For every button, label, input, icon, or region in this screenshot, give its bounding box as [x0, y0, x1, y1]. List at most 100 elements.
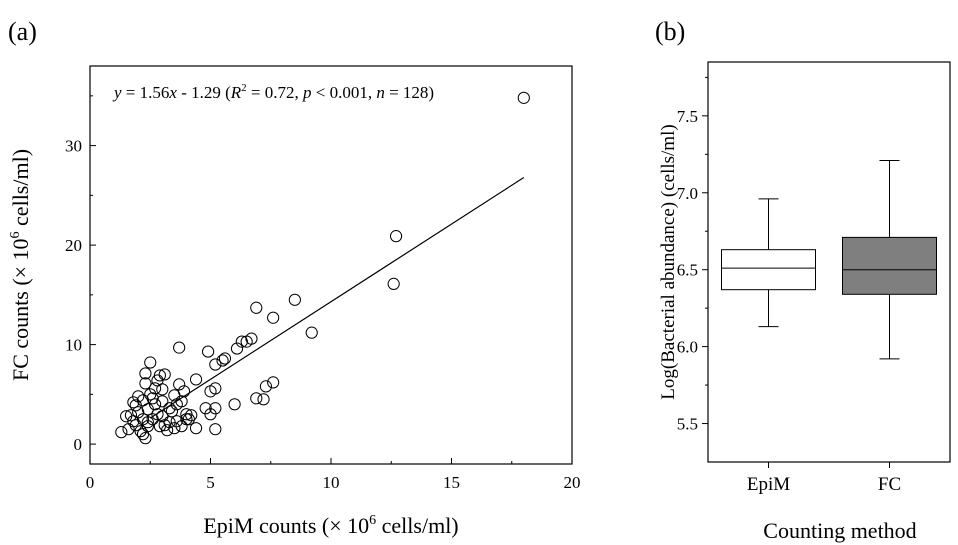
scatter-point [267, 376, 280, 389]
scatter-point [168, 422, 181, 435]
scatter-point [305, 326, 318, 339]
scatter-point [185, 409, 198, 422]
scatter-point [170, 415, 183, 428]
scatter-points [115, 91, 530, 445]
scatter-point [148, 382, 162, 395]
scatter-point [209, 358, 222, 371]
scatter-point [158, 419, 171, 432]
scatter-point [218, 352, 232, 365]
regression-equation: y = 1.56x - 1.29 (R2 = 0.72, p < 0.001, … [112, 82, 434, 102]
scatter-axis-ticks: 0 5 10 15 20 0 10 20 30 [65, 95, 581, 492]
iqr-box [721, 249, 816, 291]
x-tick-label: 15 [443, 473, 460, 492]
box-y-tick-label: 5.5 [677, 415, 698, 434]
eq-r-val: = 0.72, [247, 83, 303, 102]
x-title-tail: cells/ml) [376, 513, 458, 538]
scatter-point [216, 354, 229, 367]
scatter-point [228, 398, 241, 411]
y-tick-label: 20 [65, 236, 82, 255]
scatter-point [139, 367, 152, 380]
box-y-tick-label: 7.0 [677, 184, 698, 203]
boxplot-y-axis-title: Log(Bacterial abundance) (cells/ml) [658, 124, 679, 399]
scatter-point [180, 413, 193, 426]
scatter-point [122, 423, 135, 436]
eq-x: x [168, 83, 177, 102]
regression-line [149, 177, 525, 419]
scatter-point [153, 369, 166, 382]
scatter-point [151, 408, 164, 421]
boxplot-axis-ticks: 5.5 6.0 6.5 7.0 7.5 EpiM FC [677, 76, 901, 495]
box-y-tick-label: 6.5 [677, 261, 698, 280]
scatter-point [189, 422, 203, 435]
scatter-point [199, 402, 212, 415]
eq-p-val: < 0.001, [312, 83, 377, 102]
scatter-point [201, 345, 215, 358]
scatter-point [139, 377, 152, 390]
scatter-point [257, 393, 270, 406]
scatter-point [168, 389, 181, 402]
eq-p: p [302, 83, 312, 102]
scatter-plot-frame [89, 65, 573, 465]
x-tick-label: 0 [86, 473, 95, 492]
scatter-point [144, 356, 157, 369]
eq-coef: = 1.56 [122, 83, 170, 102]
x-tick-label: 5 [206, 473, 215, 492]
scatter-point [235, 335, 248, 348]
boxplot-boxes [721, 159, 937, 360]
scatter-point [153, 420, 166, 433]
scatter-point [115, 426, 128, 439]
eq-rest: - 1.29 ( [177, 83, 231, 102]
iqr-box [842, 236, 937, 295]
scatter-point [158, 368, 171, 381]
panel-label-a: (a) [8, 17, 37, 46]
scatter-point [173, 341, 186, 354]
y-tick-label: 30 [65, 137, 82, 156]
y-title-main: FC counts (× 10 [8, 238, 33, 381]
scatter-point [517, 91, 530, 104]
scatter-point [156, 395, 169, 408]
eq-y: y [112, 83, 122, 102]
scatter-point [120, 410, 133, 423]
scatter-point [129, 419, 142, 432]
scatter-panel: (a) 0 5 10 15 20 0 10 20 30 y = 1.56x - 1.29 (R2… [8, 17, 581, 538]
y-title-sup: 6 [8, 231, 23, 238]
eq-n: n [376, 83, 385, 102]
scatter-point [173, 378, 186, 391]
scatter-point [124, 409, 138, 422]
eq-r-sup: 2 [241, 82, 247, 94]
scatter-point [189, 373, 203, 386]
scatter-point [230, 342, 244, 355]
scatter-point [180, 408, 193, 421]
scatter-x-axis-title: EpiM counts (× 106 cells/ml) [203, 513, 458, 538]
scatter-point [175, 420, 188, 433]
box-y-tick-label: 6.0 [677, 338, 698, 357]
scatter-point [240, 335, 253, 348]
scatter-point [209, 423, 222, 436]
box-y-tick-label: 7.5 [677, 107, 698, 126]
x-tick-label: 10 [323, 473, 340, 492]
scatter-point [141, 416, 154, 429]
scatter-point [267, 311, 280, 324]
scatter-point [250, 392, 263, 405]
scatter-point [387, 277, 400, 291]
scatter-point [250, 301, 263, 314]
boxplot-frame [707, 61, 951, 463]
scatter-point [136, 428, 150, 441]
x-tick-label: 20 [564, 473, 581, 492]
scatter-point [389, 230, 403, 243]
scatter-point [139, 432, 152, 445]
category-label: FC [878, 474, 901, 495]
scatter-point [129, 399, 142, 412]
scatter-point [127, 396, 140, 409]
eq-n-val: = 128) [385, 83, 434, 102]
x-title-sup: 6 [369, 513, 376, 528]
scatter-point [204, 385, 217, 398]
x-title-main: EpiM counts (× 10 [203, 513, 369, 538]
scatter-point [146, 392, 159, 405]
scatter-y-axis-title: FC counts (× 106 cells/ml) [8, 149, 33, 381]
scatter-point [288, 293, 301, 306]
category-label: EpiM [747, 474, 790, 495]
y-title-tail: cells/ml) [8, 149, 33, 231]
boxplot-panel: (b) 5.5 6.0 6.5 7.0 7.5 EpiM FC Counting metho… [655, 17, 951, 543]
